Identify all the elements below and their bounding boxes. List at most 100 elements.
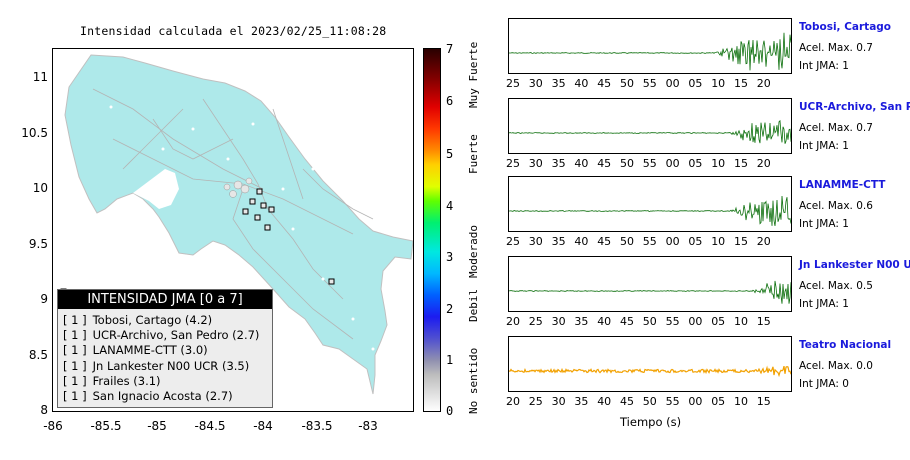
- time-tick: 10: [734, 395, 748, 408]
- waveform-panel[interactable]: [508, 176, 792, 232]
- y-tick: 10: [32, 181, 48, 195]
- waveform-panel[interactable]: [508, 18, 792, 74]
- x-tick: -86: [43, 419, 63, 433]
- colorbar-tick: 2: [446, 302, 454, 316]
- colorbar-tick: 4: [446, 199, 454, 213]
- time-tick: 00: [665, 235, 680, 248]
- waveform-panel[interactable]: [508, 256, 792, 312]
- colorbar-tick: 6: [446, 94, 454, 108]
- time-tick: 05: [688, 77, 703, 90]
- time-tick: 45: [597, 77, 612, 90]
- waveform-panel[interactable]: [508, 98, 792, 154]
- time-tick: 30: [551, 395, 566, 408]
- station-acceleration: Acel. Max. 0.0: [799, 360, 873, 372]
- time-tick: 10: [711, 157, 726, 170]
- time-tick: 00: [665, 157, 680, 170]
- time-tick: 40: [574, 77, 589, 90]
- time-tick: 25: [528, 395, 543, 408]
- time-tick-row: 25 30 35 40 45 50 55 00 05 10 15 20: [502, 77, 798, 91]
- time-tick: 30: [528, 157, 543, 170]
- road-network: [92, 88, 374, 340]
- time-tick: 20: [756, 77, 771, 90]
- time-tick: 30: [528, 77, 543, 90]
- map-canvas: [60, 54, 413, 395]
- colorbar-word: Muy Fuerte: [467, 41, 480, 108]
- colorbar-tick: 1: [446, 353, 454, 367]
- station-name: UCR-Archivo, San Pedro: [799, 101, 910, 113]
- time-tick: 35: [551, 77, 566, 90]
- time-tick: 00: [688, 315, 703, 328]
- time-tick: 15: [756, 395, 771, 408]
- time-tick: 00: [688, 395, 703, 408]
- station-jma-intensity: Int JMA: 0: [799, 378, 849, 390]
- colorbar-tick: 5: [446, 147, 454, 161]
- time-tick: 25: [506, 77, 520, 90]
- time-tick: 40: [574, 157, 589, 170]
- time-tick: 10: [734, 315, 748, 328]
- y-tick: 8.5: [28, 348, 48, 362]
- city-points: [109, 105, 375, 351]
- time-tick: 50: [620, 77, 634, 90]
- colorbar-tick: 0: [446, 404, 454, 418]
- station-jma-intensity: Int JMA: 1: [799, 60, 849, 72]
- time-tick: 15: [734, 235, 748, 248]
- legend-item: [ 1 ] Jn Lankester N00 UCR (3.5): [63, 358, 250, 373]
- y-tick: 11: [32, 70, 48, 84]
- time-tick: 45: [597, 235, 612, 248]
- legend-item: [ 1 ] Tobosi, Cartago (4.2): [63, 313, 213, 327]
- waveform-panel[interactable]: [508, 336, 792, 392]
- y-tick: 9: [40, 292, 48, 306]
- time-tick: 05: [711, 315, 726, 328]
- time-tick: 00: [665, 77, 680, 90]
- station-acceleration: Acel. Max. 0.7: [799, 42, 873, 54]
- seismogram-line: [508, 365, 792, 378]
- station-jma-intensity: Int JMA: 1: [799, 218, 849, 230]
- seismogram-line: [509, 195, 792, 226]
- time-tick: 35: [574, 315, 589, 328]
- time-tick: 50: [620, 157, 634, 170]
- waveform-trace: [508, 365, 792, 378]
- colorbar-tick: 7: [446, 42, 454, 56]
- time-tick: 45: [620, 315, 634, 328]
- colorbar-word: Fuerte: [467, 134, 480, 174]
- time-tick: 05: [711, 395, 726, 408]
- time-tick: 15: [756, 315, 771, 328]
- time-tick-row: 20 25 30 35 40 45 50 55 00 05 10 15: [502, 395, 798, 409]
- time-tick: 30: [551, 315, 566, 328]
- time-tick: 35: [574, 395, 589, 408]
- intensity-colorbar: [423, 48, 441, 412]
- time-tick-row: 25 30 35 40 45 50 55 00 05 10 15 20: [502, 235, 798, 249]
- time-tick: 20: [756, 235, 771, 248]
- x-tick: -85: [147, 419, 167, 433]
- station-jma-intensity: Int JMA: 1: [799, 298, 849, 310]
- seismogram-line: [509, 32, 792, 71]
- time-tick: 35: [551, 157, 566, 170]
- colorbar-word: Moderado: [467, 225, 480, 278]
- x-tick: -84.5: [194, 419, 226, 433]
- time-tick: 10: [711, 77, 726, 90]
- time-tick: 25: [506, 235, 520, 248]
- station-name: Tobosi, Cartago: [799, 21, 892, 33]
- station-acceleration: Acel. Max. 0.5: [799, 280, 873, 292]
- legend-item: [ 1 ] LANAMME-CTT (3.0): [63, 343, 208, 358]
- station-acceleration: Acel. Max. 0.7: [799, 122, 873, 134]
- time-tick: 45: [620, 395, 634, 408]
- y-tick: 10.5: [21, 126, 48, 140]
- time-tick-row: 25 30 35 40 45 50 55 00 05 10 15 20: [502, 157, 798, 171]
- station-name: Jn Lankester N00 UCR: [799, 259, 910, 271]
- time-tick: 40: [597, 315, 612, 328]
- colorbar-tick: 3: [446, 250, 454, 264]
- legend-item: [ 1 ] San Ignacio Acosta (2.7): [63, 388, 233, 403]
- time-tick: 50: [642, 395, 657, 408]
- time-tick: 55: [642, 157, 657, 170]
- station-acceleration: Acel. Max. 0.6: [799, 200, 873, 212]
- san-jose-cluster: [223, 177, 253, 198]
- station-jma-intensity: Int JMA: 1: [799, 140, 849, 152]
- station-name: Teatro Nacional: [799, 339, 892, 351]
- time-tick: 05: [688, 235, 703, 248]
- colorbar-word: Debil: [467, 288, 480, 322]
- y-tick: 9.5: [28, 237, 48, 251]
- time-tick: 40: [597, 395, 612, 408]
- time-tick: 50: [620, 235, 634, 248]
- time-tick: 20: [506, 315, 520, 328]
